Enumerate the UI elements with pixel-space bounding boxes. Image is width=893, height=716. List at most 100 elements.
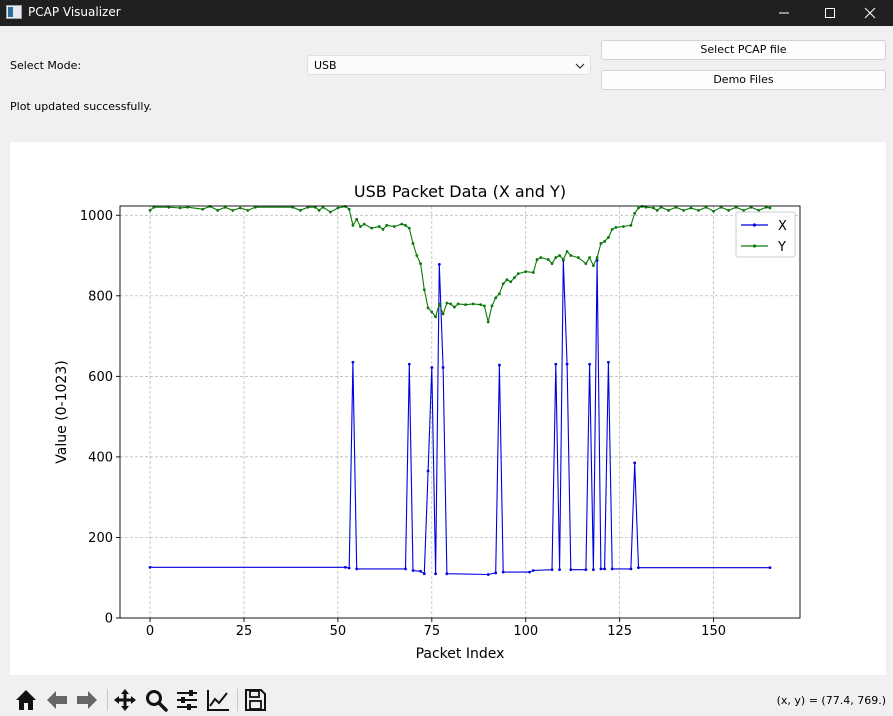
data-point-y [516, 272, 520, 276]
data-point-y [727, 209, 731, 212]
data-point-x [606, 360, 610, 364]
toolbar-separator [107, 689, 108, 711]
chart-svg: 0 25 50 75 100 125 150 0 200 400 600 800 1000 USB Pac… [54, 182, 801, 662]
data-point-y [430, 310, 434, 314]
data-point-y [355, 217, 359, 221]
zoom-magnifier-icon[interactable] [143, 687, 169, 713]
data-point-y [603, 240, 607, 243]
data-point-x [434, 572, 437, 576]
data-point-x [437, 262, 441, 266]
data-point-y [757, 209, 761, 212]
data-point-y [734, 205, 738, 209]
data-point-y [509, 280, 513, 284]
data-point-y [449, 302, 453, 306]
data-point-y [186, 205, 190, 209]
data-point-y [682, 209, 685, 212]
data-point-y [486, 320, 490, 324]
window-title: PCAP Visualizer [28, 5, 121, 19]
data-point-y [498, 292, 501, 296]
legend: XY [735, 211, 796, 258]
data-point-x [554, 362, 558, 366]
data-point-x [445, 572, 449, 576]
data-point-y [749, 205, 753, 209]
data-point-y [576, 256, 580, 259]
save-disk-icon[interactable] [242, 687, 268, 713]
data-point-x [550, 568, 554, 572]
data-point-x [603, 567, 607, 571]
x-tick-label: 150 [701, 624, 726, 639]
data-point-y [546, 258, 550, 261]
data-point-y [238, 206, 242, 210]
data-point-y [659, 205, 663, 209]
data-point-y [524, 270, 528, 274]
data-point-y [231, 209, 235, 212]
data-point-y [704, 205, 708, 209]
data-point-y [471, 302, 475, 306]
data-point-y [385, 223, 389, 227]
data-point-y [253, 205, 257, 209]
x-tick-label: 75 [424, 624, 441, 639]
data-point-y [674, 205, 678, 209]
data-point-y [426, 306, 430, 310]
data-point-x [430, 366, 434, 369]
data-point-y [584, 262, 588, 265]
axes-frame [119, 205, 801, 619]
data-point-y [422, 288, 426, 292]
minimize-button[interactable] [761, 0, 807, 26]
data-point-y [407, 226, 411, 230]
data-point-y [246, 209, 250, 212]
title-bar: PCAP Visualizer [0, 0, 893, 26]
close-button[interactable] [847, 0, 893, 26]
data-point-x [494, 571, 498, 575]
data-point-y [298, 209, 302, 212]
data-point-x [404, 567, 407, 571]
edit-axis-line-icon[interactable] [205, 687, 231, 713]
data-point-x [768, 566, 772, 570]
home-icon[interactable] [13, 687, 39, 713]
data-point-y [381, 227, 385, 231]
x-tick-label: 125 [607, 624, 632, 639]
demo-files-button[interactable]: Demo Files [601, 70, 886, 90]
close-icon [864, 7, 876, 19]
data-point-x [486, 573, 490, 576]
y-tick-label: 800 [88, 289, 113, 304]
data-point-y [392, 225, 396, 228]
subplots-config-icon[interactable] [174, 687, 200, 713]
data-point-y [452, 305, 456, 309]
minimize-icon [779, 12, 789, 14]
data-point-y [719, 205, 723, 209]
pan-move-icon[interactable] [112, 687, 138, 713]
plot-canvas[interactable]: 0 25 50 75 100 125 150 0 200 400 600 800 1000 USB Pac… [10, 142, 886, 675]
data-point-y [637, 206, 640, 210]
data-point-x [584, 568, 588, 572]
maximize-button[interactable] [807, 0, 853, 26]
mode-select[interactable]: USB [307, 55, 591, 75]
legend-marker-x [752, 223, 757, 227]
data-point-y [377, 225, 381, 228]
data-point-y [359, 225, 362, 228]
data-point-y [712, 209, 715, 213]
data-point-y [152, 205, 156, 209]
data-point-y [494, 296, 498, 300]
data-point-x [498, 363, 501, 367]
select-pcap-button[interactable]: Select PCAP file [601, 40, 886, 60]
data-point-y [539, 256, 543, 259]
data-point-y [445, 301, 449, 305]
data-point-x [588, 362, 592, 366]
data-point-x [441, 366, 445, 369]
forward-arrow-icon[interactable] [74, 687, 100, 713]
data-point-x [411, 569, 415, 572]
maximize-icon [825, 8, 835, 18]
data-point-y [588, 256, 592, 259]
mode-select-value: USB [314, 59, 337, 72]
y-axis-label: Value (0-1023) [54, 360, 70, 463]
back-arrow-icon[interactable] [44, 687, 70, 713]
data-point-y [652, 206, 655, 210]
data-point-y [178, 206, 182, 210]
data-point-y [456, 302, 460, 306]
data-point-x [610, 567, 614, 571]
data-point-y [764, 205, 768, 209]
data-point-y [201, 207, 205, 211]
data-point-y [505, 278, 509, 282]
data-point-y [565, 250, 569, 253]
